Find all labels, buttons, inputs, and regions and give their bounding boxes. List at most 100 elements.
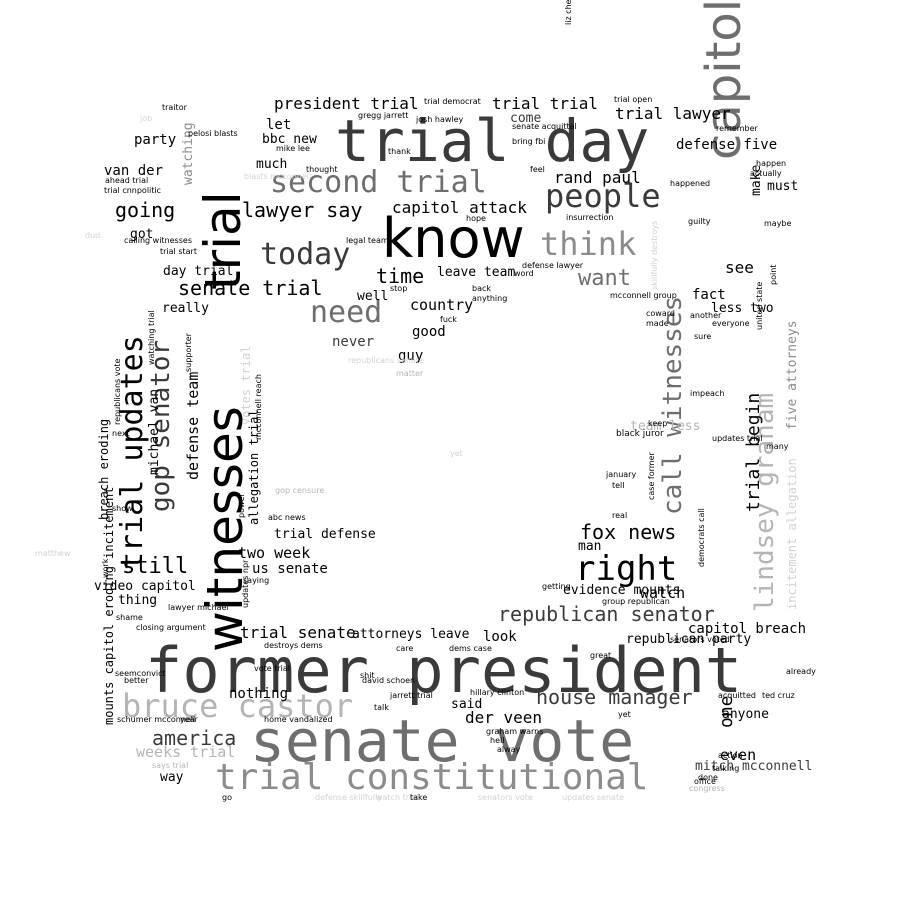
cloud-word: bbc new — [262, 132, 317, 147]
cloud-word: take — [410, 793, 428, 802]
cloud-word: gop censure — [275, 486, 325, 495]
cloud-word: want — [578, 266, 631, 291]
cloud-word: even — [720, 746, 757, 764]
cloud-word: action — [718, 751, 743, 760]
cloud-word: liz cheney — [564, 0, 573, 25]
cloud-word: dud — [85, 231, 101, 240]
cloud-word: trial updates — [115, 335, 150, 570]
cloud-word: capitol riot — [696, 0, 752, 160]
cloud-word: trial cnnpolitic — [104, 186, 162, 195]
cloud-word: legal team — [346, 236, 389, 245]
cloud-word: bruce castor — [122, 687, 354, 725]
cloud-word: trial defense — [274, 527, 376, 542]
cloud-word: man — [578, 539, 602, 554]
cloud-word: schumer mcconnell — [117, 715, 196, 724]
cloud-word: come — [510, 111, 542, 126]
cloud-word: leave team — [437, 265, 516, 280]
cloud-word: sure — [694, 332, 712, 341]
cloud-word: second trial — [270, 165, 487, 200]
cloud-word: five attorneys — [785, 320, 800, 430]
cloud-word: defense skillfully — [315, 793, 382, 802]
cloud-word: work — [101, 558, 110, 578]
cloud-word: senators voted — [670, 635, 730, 644]
cloud-word: said — [451, 697, 483, 712]
cloud-word: watch trial — [376, 793, 419, 802]
cloud-word: job — [140, 114, 153, 123]
cloud-word: great — [590, 651, 612, 660]
cloud-word: video capitol — [94, 579, 196, 594]
cloud-word: country — [410, 296, 474, 314]
cloud-word: office — [694, 777, 716, 786]
cloud-word: point — [769, 264, 778, 285]
cloud-word: ahead trial — [105, 176, 149, 185]
cloud-word: destroys dems — [264, 641, 323, 650]
cloud-word: case former — [647, 452, 656, 500]
cloud-word: remember — [716, 124, 758, 133]
cloud-word: republican party — [626, 632, 752, 647]
cloud-word: lawyer say — [242, 198, 363, 222]
cloud-word: blasts mcconnell — [244, 172, 312, 181]
cloud-word: rand paul — [554, 168, 641, 187]
cloud-word: says trial — [152, 761, 189, 770]
cloud-word: ted cruz — [762, 691, 795, 700]
cloud-word: know — [382, 207, 525, 270]
cloud-word: watching trial — [147, 310, 156, 365]
cloud-word: better — [124, 676, 149, 685]
cloud-word: look — [483, 629, 517, 645]
cloud-word: updates npr — [241, 559, 250, 608]
cloud-word: yet — [450, 449, 463, 458]
cloud-word: trial lawyer — [615, 104, 731, 123]
cloud-word: feel — [530, 165, 545, 174]
cloud-word: updates senate — [562, 793, 625, 802]
cloud-word: real — [612, 511, 628, 520]
cloud-word: call witnesses — [658, 295, 688, 515]
cloud-word: right — [575, 549, 678, 589]
cloud-word: mike lee — [276, 144, 310, 153]
cloud-word: trial open — [614, 95, 653, 104]
cloud-word: fact — [692, 287, 726, 303]
cloud-word: van der — [104, 163, 164, 179]
cloud-word: word — [514, 269, 534, 278]
cloud-word: getting — [542, 582, 571, 591]
cloud-word: let — [266, 117, 292, 133]
cloud-word: good — [412, 324, 446, 340]
cloud-word: coward — [646, 309, 675, 318]
cloud-word: updates trial — [712, 434, 763, 443]
cloud-word: david schoen — [362, 676, 416, 685]
cloud-word: senate vote — [250, 707, 635, 775]
cloud-word: matter — [396, 369, 424, 378]
cloud-word: already — [786, 667, 816, 676]
cloud-word: power — [237, 493, 246, 518]
cloud-word: talking — [712, 764, 740, 773]
cloud-word: lawyer michael — [168, 603, 229, 612]
cloud-word: senators vote — [478, 793, 533, 802]
cloud-word: seemconvict — [115, 669, 166, 678]
cloud-word: matthew — [35, 549, 71, 558]
cloud-word: need — [310, 295, 383, 330]
cloud-word: mounts capitol eroding incitement — [102, 486, 116, 725]
cloud-word: less two — [711, 301, 774, 316]
cloud-word: dems case — [449, 644, 492, 653]
cloud-word: happened — [670, 179, 711, 188]
cloud-word: impeach — [690, 389, 725, 398]
cloud-word: thing — [118, 593, 158, 608]
cloud-word: everyone — [712, 319, 750, 328]
cloud-word: think — [540, 225, 637, 263]
cloud-word: pelosi blasts — [188, 129, 238, 138]
cloud-word: hillary clinton — [470, 688, 525, 697]
cloud-word: defense five — [676, 137, 778, 153]
cloud-word: der veen — [465, 708, 543, 727]
cloud-word: incitement allegation — [785, 458, 799, 610]
cloud-word: well — [357, 289, 389, 304]
cloud-word: gregg jarrett — [358, 111, 409, 120]
cloud-word: really — [162, 301, 209, 316]
cloud-word: hope — [466, 214, 486, 223]
cloud-word: abc news — [268, 513, 306, 522]
cloud-word: actually — [750, 169, 782, 178]
cloud-word: hell — [490, 736, 505, 745]
cloud-word: watch — [640, 584, 686, 602]
cloud-word: calling witnesses — [124, 236, 192, 245]
cloud-word: go — [222, 793, 232, 802]
cloud-word: republicans vote — [113, 358, 122, 425]
